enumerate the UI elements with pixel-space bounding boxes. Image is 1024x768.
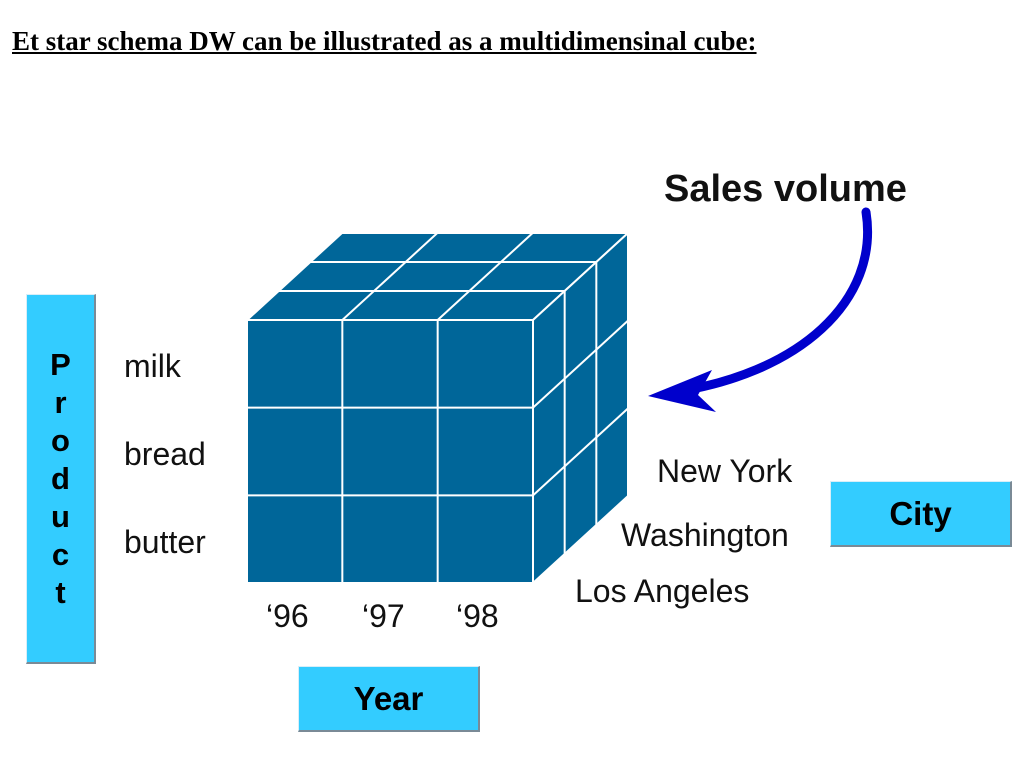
year-member-97: ‘97 [362, 598, 405, 634]
cube-front-face [246, 319, 534, 584]
page-title: Et star schema DW can be illustrated as … [12, 26, 757, 56]
cube-grid-lines [247, 232, 629, 583]
product-letter: d [51, 460, 70, 496]
product-letter: r [54, 384, 67, 420]
product-letter: o [51, 422, 70, 458]
sales-volume-arrow [648, 207, 872, 412]
city-dimension-label: City [889, 494, 952, 532]
year-dimension-label: Year [353, 679, 424, 717]
year-member-96: ‘96 [266, 598, 309, 634]
city-member-washington: Washington [621, 517, 789, 553]
year-dimension-box: Year [298, 666, 480, 732]
product-letter: P [50, 346, 71, 382]
product-letter: t [55, 574, 66, 610]
product-member-bread: bread [124, 436, 206, 472]
product-member-milk: milk [124, 348, 181, 384]
city-dimension-box: City [830, 481, 1012, 547]
product-letter: c [51, 536, 70, 572]
year-member-98: ‘98 [456, 598, 499, 634]
product-letter: u [51, 498, 70, 534]
measure-label: Sales volume [664, 168, 907, 210]
city-member-los-angeles: Los Angeles [575, 573, 750, 609]
city-member-new-york: New York [657, 453, 793, 489]
product-member-butter: butter [124, 524, 206, 560]
